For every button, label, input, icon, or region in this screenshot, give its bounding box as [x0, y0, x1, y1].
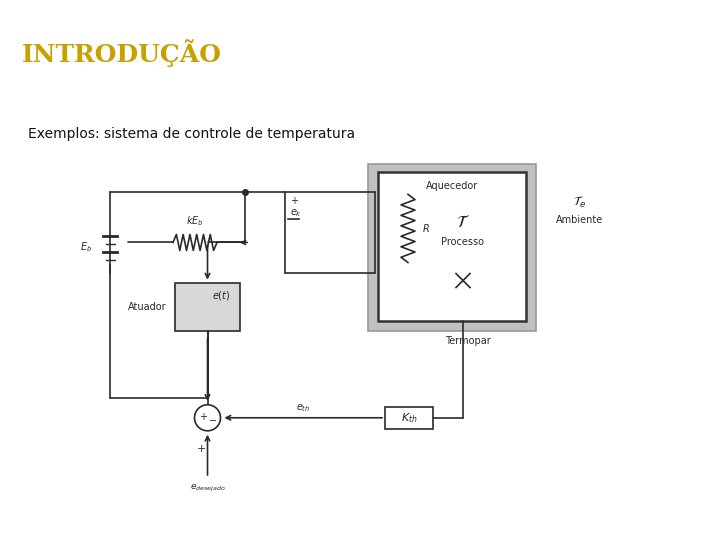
Text: $K_{th}$: $K_{th}$ [400, 411, 418, 424]
Text: $E_b$: $E_b$ [80, 241, 92, 254]
Text: Exemplos: sistema de controle de temperatura: Exemplos: sistema de controle de tempera… [28, 127, 355, 141]
Text: Termopar: Termopar [445, 336, 491, 346]
Text: $-$: $-$ [208, 414, 217, 424]
Text: $kE_b$: $kE_b$ [186, 214, 204, 228]
Bar [378, 172, 526, 321]
Text: $+$: $+$ [199, 411, 208, 422]
Text: $R$: $R$ [422, 222, 430, 234]
Text: Processo: Processo [441, 238, 485, 247]
Bar [368, 164, 536, 330]
Text: $+$: $+$ [290, 195, 299, 206]
Text: $e_{th}$: $e_{th}$ [296, 402, 310, 414]
Circle shape [194, 405, 220, 431]
Bar [175, 282, 240, 330]
Text: $e_k$: $e_k$ [290, 207, 302, 219]
Text: Ambiente: Ambiente [557, 215, 603, 225]
Text: $\mathcal{T}$: $\mathcal{T}$ [456, 213, 470, 232]
Text: $e_{desejado}$: $e_{desejado}$ [189, 483, 225, 494]
Text: $+$: $+$ [197, 443, 207, 454]
Text: INTRODUÇÃO: INTRODUÇÃO [22, 39, 222, 68]
Text: $e(t)$: $e(t)$ [212, 288, 230, 301]
Bar [385, 407, 433, 429]
Text: Aquecedor: Aquecedor [426, 181, 478, 191]
Text: Atuador: Atuador [128, 301, 167, 312]
Text: $\mathcal{T}_e$: $\mathcal{T}_e$ [573, 195, 587, 210]
